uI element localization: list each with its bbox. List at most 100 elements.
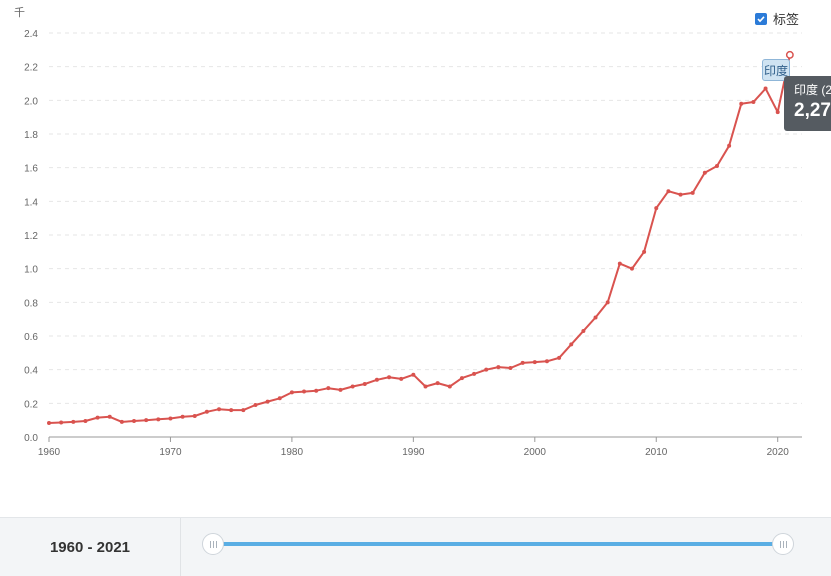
data-point[interactable]	[593, 315, 598, 320]
data-point[interactable]	[217, 407, 222, 412]
data-point[interactable]	[484, 367, 489, 372]
grip-line	[779, 540, 781, 548]
data-point[interactable]	[581, 328, 586, 333]
x-tick-labels: 1960 1970 1980 1990 2000 2010 2020	[38, 447, 789, 458]
data-point[interactable]	[204, 409, 209, 414]
grip-line	[212, 540, 214, 548]
range-end-handle[interactable]	[772, 533, 794, 555]
data-point[interactable]	[132, 419, 137, 424]
data-point[interactable]	[714, 163, 719, 168]
y-tick-label: 0.8	[24, 298, 38, 309]
data-point[interactable]	[459, 376, 464, 381]
data-point[interactable]	[472, 371, 477, 376]
range-label: 1960 - 2021	[0, 518, 181, 576]
data-point[interactable]	[702, 170, 707, 175]
legend-toggle[interactable]: 标签	[755, 9, 799, 28]
data-point[interactable]	[338, 387, 343, 392]
y-tick-label: 1.4	[24, 197, 38, 208]
data-point[interactable]	[532, 360, 537, 365]
data-point[interactable]	[642, 249, 647, 254]
data-point[interactable]	[192, 413, 197, 418]
y-tick-label: 2.0	[24, 96, 38, 107]
y-tick-label: 0.4	[24, 366, 38, 377]
data-point[interactable]	[71, 419, 76, 424]
data-point[interactable]	[763, 86, 768, 91]
data-point[interactable]	[678, 192, 683, 197]
data-point[interactable]	[144, 418, 149, 423]
x-tick-label: 2000	[524, 447, 547, 458]
axes	[48, 436, 802, 442]
data-point[interactable]	[666, 189, 671, 194]
legend-label: 标签	[773, 12, 800, 27]
data-point[interactable]	[374, 377, 379, 382]
data-point[interactable]	[569, 342, 574, 347]
data-point[interactable]	[119, 419, 124, 424]
data-point[interactable]	[775, 110, 780, 115]
tooltip-series-label: 印度 (2	[794, 83, 831, 97]
y-tick-label: 0.0	[24, 433, 38, 444]
grip-line	[785, 540, 787, 548]
y-tick-label: 0.2	[24, 399, 38, 410]
checkbox-icon[interactable]	[755, 12, 767, 25]
series-line-india	[48, 54, 791, 424]
y-tick-label: 1.2	[24, 231, 38, 242]
data-point[interactable]	[229, 408, 234, 413]
data-point[interactable]	[435, 381, 440, 386]
data-point[interactable]	[362, 381, 367, 386]
data-point[interactable]	[83, 419, 88, 424]
data-point[interactable]	[617, 261, 622, 266]
data-point[interactable]	[302, 389, 307, 394]
data-point[interactable]	[447, 384, 452, 389]
data-point[interactable]	[411, 372, 416, 377]
data-point[interactable]	[314, 388, 319, 393]
data-point[interactable]	[544, 359, 549, 364]
data-point[interactable]	[520, 360, 525, 365]
tooltip: 印度 (2 2,27	[784, 76, 831, 131]
y-tick-label: 2.2	[24, 63, 38, 74]
data-point[interactable]	[727, 143, 732, 148]
data-point[interactable]	[690, 190, 695, 195]
data-point[interactable]	[326, 386, 331, 391]
data-point[interactable]	[739, 101, 744, 106]
y-tick-label: 2.4	[24, 29, 38, 40]
data-point[interactable]	[241, 408, 246, 413]
data-point[interactable]	[387, 375, 392, 380]
data-point[interactable]	[59, 420, 64, 425]
data-point[interactable]	[496, 365, 501, 370]
x-tick-label: 1970	[159, 447, 182, 458]
data-point[interactable]	[508, 365, 513, 370]
data-point[interactable]	[350, 384, 355, 389]
data-point[interactable]	[785, 50, 794, 59]
y-tick-label: 1.8	[24, 130, 38, 141]
y-tick-labels: 0.0 0.2 0.4 0.6 0.8 1.0 1.2 1.4 1.6 1.8 2.0 2.2 2.4	[24, 29, 38, 444]
data-point[interactable]	[156, 417, 161, 422]
data-point[interactable]	[751, 100, 756, 105]
data-point[interactable]	[277, 396, 282, 401]
x-tick-label: 1990	[402, 447, 425, 458]
grip-line	[209, 540, 211, 548]
y-tick-label: 1.6	[24, 164, 38, 175]
data-point[interactable]	[423, 384, 428, 389]
data-point[interactable]	[605, 300, 610, 305]
data-point[interactable]	[253, 403, 258, 408]
data-point[interactable]	[289, 390, 294, 395]
data-point[interactable]	[180, 414, 185, 419]
data-point[interactable]	[399, 376, 404, 381]
y-axis-unit-label: 千	[14, 7, 25, 19]
gridlines	[49, 32, 802, 404]
x-tick-label: 1980	[281, 447, 304, 458]
tooltip-value: 2,27	[794, 100, 831, 121]
data-point[interactable]	[557, 355, 562, 360]
range-footer: 1960 - 2021	[0, 517, 831, 576]
data-point[interactable]	[107, 414, 112, 419]
data-point[interactable]	[168, 416, 173, 421]
data-point[interactable]	[654, 206, 659, 211]
data-point[interactable]	[265, 399, 270, 404]
chart-area: 0.00.20.40.60.81.01.21.41.61.82.02.22.4 …	[24, 29, 802, 458]
range-start-handle[interactable]	[202, 533, 224, 555]
data-point[interactable]	[47, 421, 52, 426]
data-point[interactable]	[629, 266, 634, 271]
data-point[interactable]	[95, 415, 100, 420]
y-tick-label: 0.6	[24, 332, 38, 343]
range-slider-track[interactable]	[213, 542, 783, 546]
